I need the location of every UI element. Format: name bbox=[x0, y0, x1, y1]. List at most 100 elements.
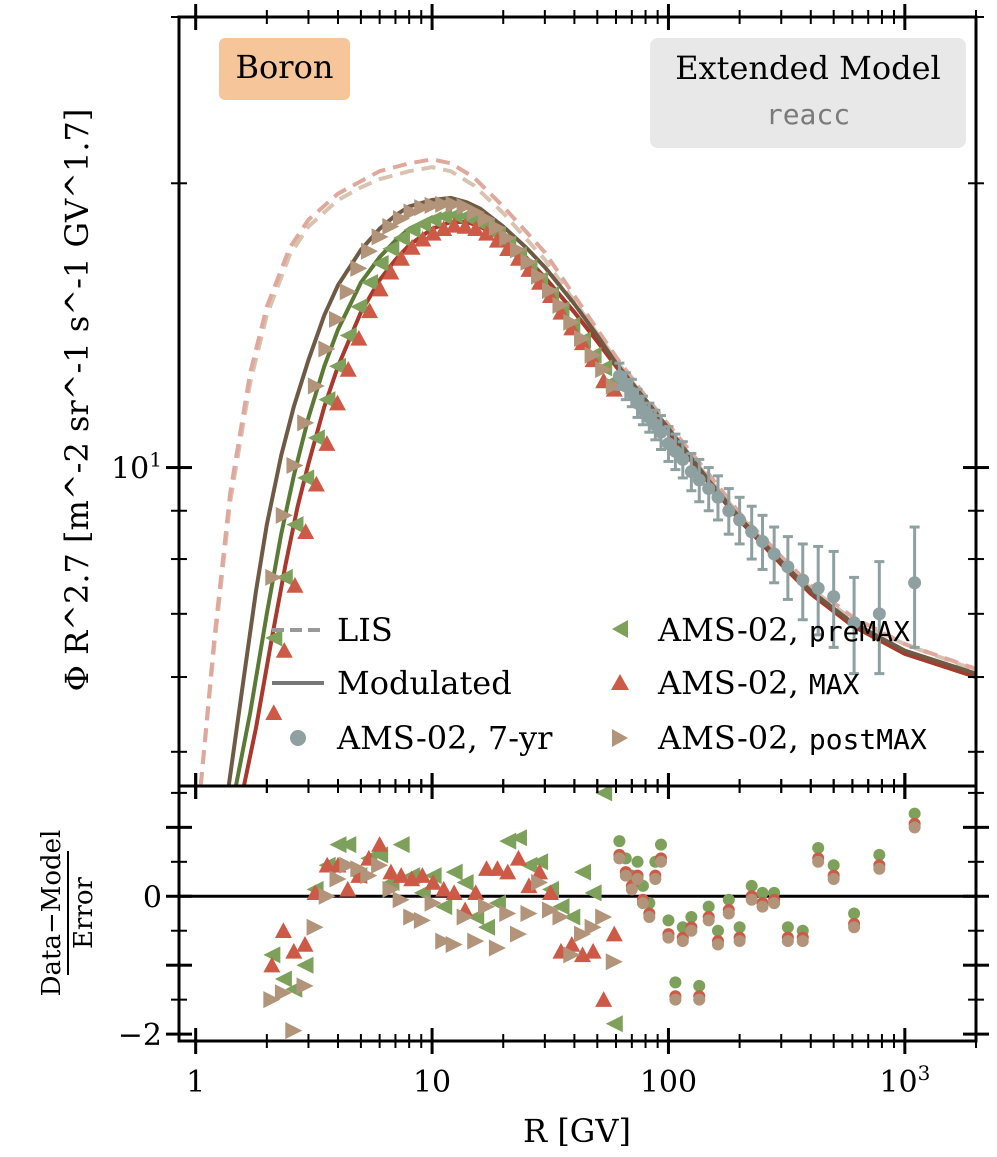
residual-resid_MAX-10 bbox=[371, 836, 389, 852]
point-postMAX-30 bbox=[584, 346, 602, 364]
residual-resid_7yr_brown-26 bbox=[908, 821, 921, 834]
legend-postmax-swatch bbox=[612, 729, 628, 747]
point-preMAX-1 bbox=[275, 568, 293, 586]
residual-resid_7yr_green-11 bbox=[685, 910, 698, 923]
point-ams7yr-12 bbox=[692, 473, 706, 487]
residual-resid_7yr_green-9 bbox=[669, 976, 682, 989]
residual-resid_postMAX-21 bbox=[488, 939, 506, 957]
residual-resid_7yr_brown-24 bbox=[848, 921, 861, 934]
residual-resid_preMAX-0 bbox=[263, 946, 281, 964]
legend-max-period: MAX bbox=[809, 668, 860, 701]
residual-resid_postMAX-20 bbox=[478, 898, 496, 916]
legend-postmax-prefix: AMS-02, bbox=[657, 719, 809, 757]
residual-resid_postMAX-23 bbox=[509, 925, 527, 943]
point-postMAX-29 bbox=[574, 329, 592, 347]
residual-resid_preMAX-16 bbox=[435, 898, 453, 916]
residual-resid_MAX-19 bbox=[467, 884, 485, 901]
point-postMAX-4 bbox=[307, 377, 325, 395]
point-MAX-11 bbox=[382, 263, 400, 280]
residual-resid_preMAX-30 bbox=[584, 884, 602, 902]
point-MAX-15 bbox=[424, 224, 442, 241]
point-ams7yr-23 bbox=[827, 590, 841, 604]
point-postMAX-12 bbox=[392, 210, 410, 228]
residual-resid_7yr_brown-17 bbox=[745, 893, 758, 906]
point-ams7yr-13 bbox=[702, 482, 716, 496]
legend-premax-swatch bbox=[612, 620, 628, 638]
residual-resid_MAX-32 bbox=[605, 925, 623, 942]
residual-resid_MAX-2 bbox=[285, 942, 303, 959]
residual-resid_postMAX-11 bbox=[382, 880, 400, 898]
point-postMAX-31 bbox=[595, 361, 613, 379]
residual-resid_postMAX-10 bbox=[371, 856, 389, 874]
residual-resid_postMAX-22 bbox=[499, 905, 517, 922]
point-postMAX-8 bbox=[350, 259, 368, 277]
residual-resid_7yr_brown-14 bbox=[711, 938, 724, 951]
point-ams7yr-26 bbox=[908, 576, 922, 590]
point-postMAX-11 bbox=[382, 217, 400, 235]
point-postMAX-0 bbox=[265, 568, 283, 586]
species-badge-background bbox=[219, 38, 350, 100]
point-preMAX-3 bbox=[297, 469, 315, 487]
residual-resid_postMAX-0 bbox=[263, 991, 281, 1009]
point-preMAX-16 bbox=[435, 207, 453, 225]
point-MAX-20 bbox=[478, 224, 496, 241]
residual-resid_postMAX-4 bbox=[306, 918, 324, 936]
point-postMAX-7 bbox=[339, 283, 357, 301]
legend-ams7yr-label: AMS-02, 7-yr bbox=[336, 719, 553, 757]
residual-resid_7yr_brown-23 bbox=[827, 873, 840, 886]
residual-resid_7yr_green-13 bbox=[702, 900, 715, 913]
legend-modulated-label: Modulated bbox=[337, 664, 512, 702]
legend-postmax-label: AMS-02, postMAX bbox=[657, 719, 927, 757]
residual-resid_MAX-26 bbox=[542, 884, 560, 901]
point-postMAX-15 bbox=[424, 196, 442, 214]
residual-resid_postMAX-32 bbox=[605, 953, 623, 971]
residual-resid_postMAX-19 bbox=[467, 932, 485, 950]
residual-resid_postMAX-25 bbox=[531, 873, 549, 891]
point-ams7yr-10 bbox=[676, 452, 690, 466]
residual-resid_preMAX-27 bbox=[552, 898, 570, 916]
residual-resid_7yr_green-25 bbox=[873, 848, 886, 861]
legend-premax-label: AMS-02, preMAX bbox=[657, 611, 910, 649]
top-data-points bbox=[265, 195, 922, 720]
x-axis-label: R [GV] bbox=[523, 1112, 631, 1150]
point-ams7yr-19 bbox=[767, 547, 781, 561]
point-MAX-13 bbox=[403, 239, 421, 255]
point-postMAX-2 bbox=[286, 456, 304, 474]
point-MAX-14 bbox=[414, 230, 432, 247]
residual-resid_preMAX-32 bbox=[605, 1015, 623, 1033]
residual-resid_7yr_green-3 bbox=[631, 855, 644, 868]
point-ams7yr-17 bbox=[745, 525, 759, 539]
model-badge-subtitle: reacc bbox=[766, 98, 850, 131]
point-MAX-5 bbox=[318, 435, 336, 451]
residual-resid_MAX-20 bbox=[478, 860, 496, 876]
point-preMAX-6 bbox=[328, 357, 346, 375]
top-y-tick-label-0: 101 bbox=[111, 448, 162, 487]
residual-resid_7yr_green-8 bbox=[662, 914, 675, 927]
residual-resid_postMAX-18 bbox=[456, 908, 474, 926]
residual-resid_7yr_brown-19 bbox=[768, 897, 781, 910]
top-y-axis-label: Φ R^2.7 [m^-2 sr^-1 s^-1 GV^1.7] bbox=[58, 109, 96, 692]
point-postMAX-5 bbox=[318, 340, 336, 358]
point-postMAX-17 bbox=[445, 195, 463, 213]
point-preMAX-5 bbox=[318, 391, 336, 409]
point-postMAX-6 bbox=[328, 310, 346, 328]
point-preMAX-9 bbox=[361, 274, 379, 292]
residual-resid_7yr_brown-20 bbox=[781, 935, 794, 948]
residual-resid_7yr_brown-4 bbox=[636, 897, 649, 910]
residual-resid_7yr_brown-15 bbox=[722, 907, 735, 920]
point-MAX-2 bbox=[286, 577, 304, 593]
residual-resid_postMAX-6 bbox=[329, 870, 347, 888]
legend-ams7yr-swatch bbox=[290, 730, 306, 746]
residual-resid_7yr_brown-25 bbox=[873, 862, 886, 875]
point-MAX-3 bbox=[297, 523, 315, 540]
residual-resid_7yr_green-18 bbox=[756, 886, 769, 899]
species-badge-label: Boron bbox=[236, 48, 334, 86]
point-postMAX-21 bbox=[488, 219, 506, 237]
residual-resid_preMAX-17 bbox=[445, 863, 463, 881]
residual-resid_postMAX-29 bbox=[574, 925, 592, 943]
bottom-panel-frame bbox=[177, 784, 978, 1043]
point-postMAX-18 bbox=[456, 197, 474, 215]
residual-resid_postMAX-24 bbox=[520, 905, 538, 922]
residual-resid_postMAX-30 bbox=[584, 918, 602, 936]
